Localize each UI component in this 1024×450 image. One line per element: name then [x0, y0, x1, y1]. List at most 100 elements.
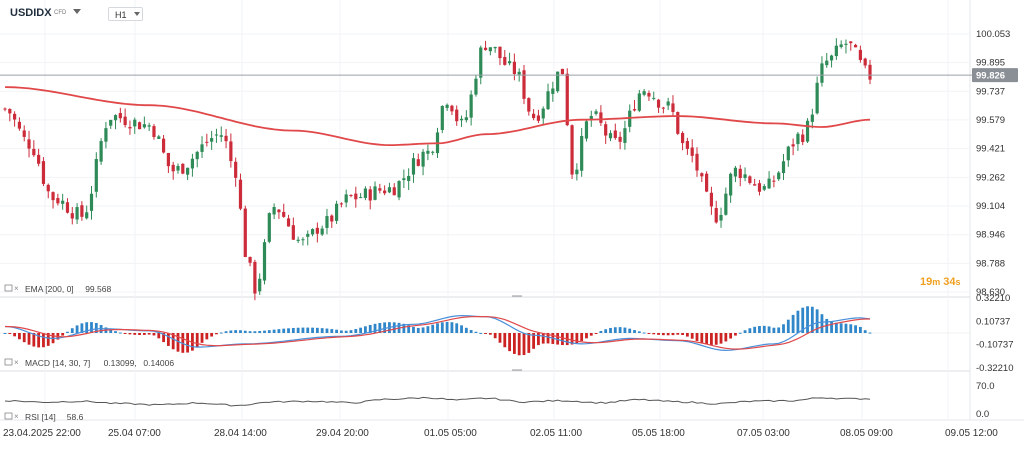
macd-histogram-bar [320, 328, 324, 333]
macd-histogram-bar [474, 331, 478, 333]
candle-bear [753, 184, 757, 186]
price-scale-label: 99.104 [976, 201, 1005, 212]
macd-histogram-bar [460, 325, 463, 333]
candle-bull [829, 55, 834, 61]
candle-bear [234, 161, 238, 178]
time-axis-label: 08.05 09:00 [840, 428, 893, 439]
macd-histogram-bar [243, 330, 247, 333]
macd-histogram-bar [623, 327, 627, 333]
macd-histogram-bar [166, 333, 170, 346]
candle-bull [397, 181, 401, 198]
macd-histogram-bar [863, 330, 867, 333]
macd-histogram-bar [479, 332, 483, 334]
candle-countdown: 19m 34s [920, 276, 961, 288]
macd-histogram-bar [541, 333, 545, 344]
macd-histogram-bar [61, 333, 65, 336]
candle-bull [75, 207, 79, 220]
candle-bear [618, 136, 622, 142]
candle-bull [479, 47, 483, 78]
candle-bear [41, 161, 46, 184]
candle-bull [796, 133, 800, 145]
macd-histogram-bar [710, 333, 713, 345]
candles-group [3, 38, 872, 301]
candle-bear [291, 225, 295, 240]
macd-histogram-bar [498, 333, 502, 343]
candle-bull [724, 193, 728, 215]
candle-bear [613, 130, 617, 138]
macd-histogram-bar [339, 330, 343, 333]
candle-bull [464, 117, 468, 121]
macd-histogram-bar [42, 333, 45, 348]
candle-bull [815, 82, 819, 114]
candle-bear [690, 147, 694, 156]
candle-bull [594, 111, 598, 114]
macd-signal-line [4, 316, 870, 350]
candle-bear [22, 130, 26, 137]
candle-bull [719, 214, 723, 221]
candle-bear [853, 44, 858, 48]
macd-histogram-bar [349, 330, 353, 333]
macd-histogram-bar [13, 333, 17, 337]
macd-histogram-bar [868, 332, 872, 334]
symbol-dropdown-chevron-icon[interactable] [73, 9, 81, 14]
candle-bear [205, 141, 209, 143]
macd-histogram-bar [37, 333, 41, 348]
macd-histogram-bar [854, 325, 857, 333]
candle-bull [805, 120, 810, 142]
candle-bear [536, 115, 541, 121]
candle-bull [743, 174, 747, 178]
time-axis-label: 01.05 05:00 [424, 428, 477, 439]
macd-histogram-bar [719, 333, 723, 344]
candle-bull [267, 213, 271, 242]
macd-histogram-bar [791, 314, 795, 333]
current-price-value: 99.826 [976, 71, 1005, 82]
ema-legend-settings-icon[interactable] [4, 284, 13, 292]
macd-histogram-bar [306, 327, 310, 333]
candle-bull [334, 203, 339, 221]
macd-histogram-bar [224, 331, 228, 333]
symbol-name[interactable]: USDIDX [10, 7, 52, 19]
macd-histogram-bar [335, 329, 338, 333]
candle-bear [152, 126, 156, 138]
candle-bear [685, 141, 689, 149]
macd-histogram-bar [661, 333, 665, 336]
candle-bull [344, 194, 348, 203]
candle-bull [652, 97, 656, 99]
macd-histogram-bar [412, 326, 415, 333]
macd-histogram-bar [830, 321, 833, 333]
macd-legend-settings-icon[interactable] [4, 358, 13, 366]
rsi-scale-label: 70.0 [976, 381, 995, 392]
macd-legend-value: 0.13099, [104, 358, 137, 368]
candle-bear [714, 208, 718, 223]
timeframe-chevron-down-icon[interactable] [134, 12, 140, 16]
macd-histogram-bar [561, 333, 564, 346]
candle-bull [825, 60, 829, 66]
candle-bear [330, 215, 334, 222]
candle-bear [632, 109, 637, 111]
macd-histogram-bar [392, 322, 396, 333]
candle-bull [373, 186, 377, 200]
timeframe-select[interactable]: H1 [108, 7, 143, 21]
macd-histogram-bar [239, 330, 242, 333]
candle-bear [863, 58, 867, 66]
macd-legend-value-2: 0.14006 [143, 358, 174, 368]
rsi-legend-settings-icon[interactable] [4, 412, 13, 420]
macd-histogram-bar [229, 330, 233, 333]
macd-histogram-bar [758, 325, 761, 333]
candle-bull [133, 119, 137, 127]
macd-histogram-bar [657, 333, 660, 335]
macd-histogram-bar [291, 327, 295, 333]
macd-histogram-bar [820, 314, 824, 333]
macd-histogram-bar [522, 333, 526, 356]
macd-histogram-bar [743, 330, 747, 333]
macd-histogram-bar [253, 331, 257, 333]
macd-histogram-bar [142, 333, 146, 335]
candle-bear [8, 108, 12, 114]
macd-histogram-bar [66, 331, 69, 333]
candle-bull [488, 47, 492, 52]
candle-bull [777, 172, 781, 180]
candle-bull [541, 108, 545, 119]
candle-bear [349, 195, 353, 197]
macd-histogram-bar [27, 333, 31, 345]
